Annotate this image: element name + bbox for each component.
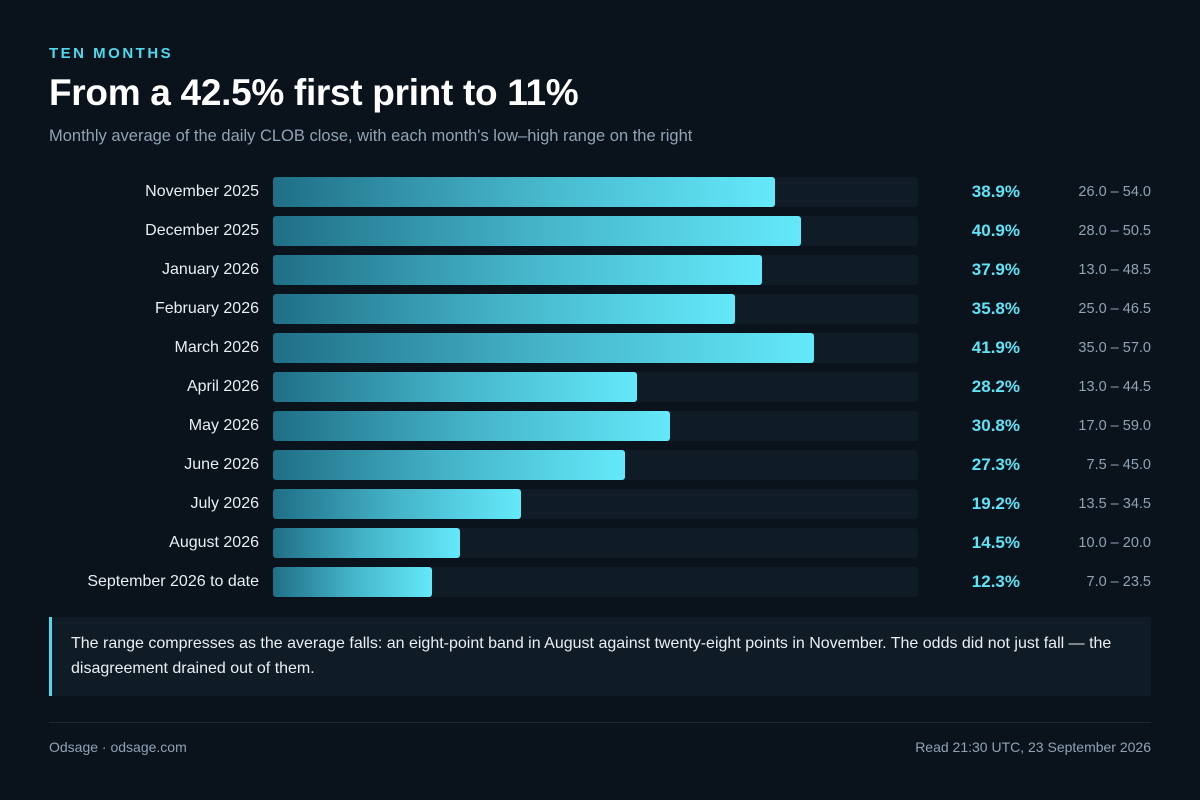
bar-track: [273, 372, 918, 402]
category-label: July 2026: [190, 495, 260, 512]
value-label: 28.2%: [971, 377, 1020, 396]
category-label: December 2025: [145, 222, 259, 239]
category-label: November 2025: [145, 183, 259, 200]
bar-track: [273, 528, 918, 558]
bar: [273, 216, 801, 246]
category-label: August 2026: [169, 534, 259, 551]
range-label: 13.0 – 48.5: [1078, 262, 1151, 278]
range-label: 28.0 – 50.5: [1078, 223, 1151, 239]
category-label: February 2026: [154, 300, 259, 317]
page-subtitle: Monthly average of the daily CLOB close,…: [49, 127, 693, 145]
bar: [273, 372, 637, 402]
value-label: 35.8%: [971, 299, 1020, 318]
value-label: 19.2%: [971, 494, 1020, 513]
chart-row: August 2026 14.5% 10.0 – 20.0: [0, 528, 1200, 558]
chart-row: September 2026 to date 12.3% 7.0 – 23.5: [0, 567, 1200, 597]
page-title: From a 42.5% first print to 11%: [49, 72, 579, 113]
category-label: March 2026: [174, 339, 260, 356]
value-label: 37.9%: [971, 260, 1020, 279]
range-label: 13.5 – 34.5: [1078, 496, 1151, 512]
footer-timestamp: Read 21:30 UTC, 23 September 2026: [915, 739, 1151, 755]
value-label: 40.9%: [971, 221, 1020, 240]
chart-row: November 2025 38.9% 26.0 – 54.0: [0, 177, 1200, 207]
bar-track: [273, 450, 918, 480]
range-label: 7.5 – 45.0: [1086, 457, 1152, 473]
chart-row: May 2026 30.8% 17.0 – 59.0: [0, 411, 1200, 441]
kicker: TEN MONTHS: [49, 45, 174, 62]
chart-row: July 2026 19.2% 13.5 – 34.5: [0, 489, 1200, 519]
bar: [273, 528, 460, 558]
bar-track: [273, 216, 918, 246]
chart-row: February 2026 35.8% 25.0 – 46.5: [0, 294, 1200, 324]
bar-track: [273, 294, 918, 324]
footer-source: Odsage · odsage.com: [49, 739, 187, 755]
bar: [273, 333, 814, 363]
bar-track: [273, 177, 918, 207]
range-label: 17.0 – 59.0: [1078, 418, 1151, 434]
category-label: April 2026: [186, 378, 259, 395]
category-label: September 2026 to date: [87, 573, 259, 590]
chart-row: June 2026 27.3% 7.5 – 45.0: [0, 450, 1200, 480]
bar-track: [273, 411, 918, 441]
bar-track: [273, 567, 918, 597]
chart-row: March 2026 41.9% 35.0 – 57.0: [0, 333, 1200, 363]
bar-track: [273, 333, 918, 363]
value-label: 27.3%: [971, 455, 1020, 474]
value-label: 41.9%: [971, 338, 1020, 357]
bar: [273, 255, 762, 285]
range-label: 7.0 – 23.5: [1086, 574, 1152, 590]
bar: [273, 450, 625, 480]
bar-track: [273, 489, 918, 519]
callout-note: The range compresses as the average fall…: [49, 617, 1151, 696]
range-label: 26.0 – 54.0: [1078, 184, 1151, 200]
category-label: May 2026: [188, 417, 259, 434]
category-label: January 2026: [162, 261, 259, 278]
value-label: 30.8%: [971, 416, 1020, 435]
range-label: 13.0 – 44.5: [1078, 379, 1151, 395]
bar: [273, 567, 432, 597]
footer-divider: [49, 722, 1151, 723]
chart-row: January 2026 37.9% 13.0 – 48.5: [0, 255, 1200, 285]
range-label: 10.0 – 20.0: [1078, 535, 1151, 551]
bar: [273, 411, 670, 441]
chart-row: April 2026 28.2% 13.0 – 44.5: [0, 372, 1200, 402]
range-label: 35.0 – 57.0: [1078, 340, 1151, 356]
bar: [273, 177, 775, 207]
chart-row: December 2025 40.9% 28.0 – 50.5: [0, 216, 1200, 246]
bar: [273, 294, 735, 324]
value-label: 14.5%: [971, 533, 1020, 552]
value-label: 38.9%: [971, 182, 1020, 201]
value-label: 12.3%: [971, 572, 1020, 591]
bar: [273, 489, 521, 519]
range-label: 25.0 – 46.5: [1078, 301, 1151, 317]
bar-track: [273, 255, 918, 285]
category-label: June 2026: [184, 456, 259, 473]
